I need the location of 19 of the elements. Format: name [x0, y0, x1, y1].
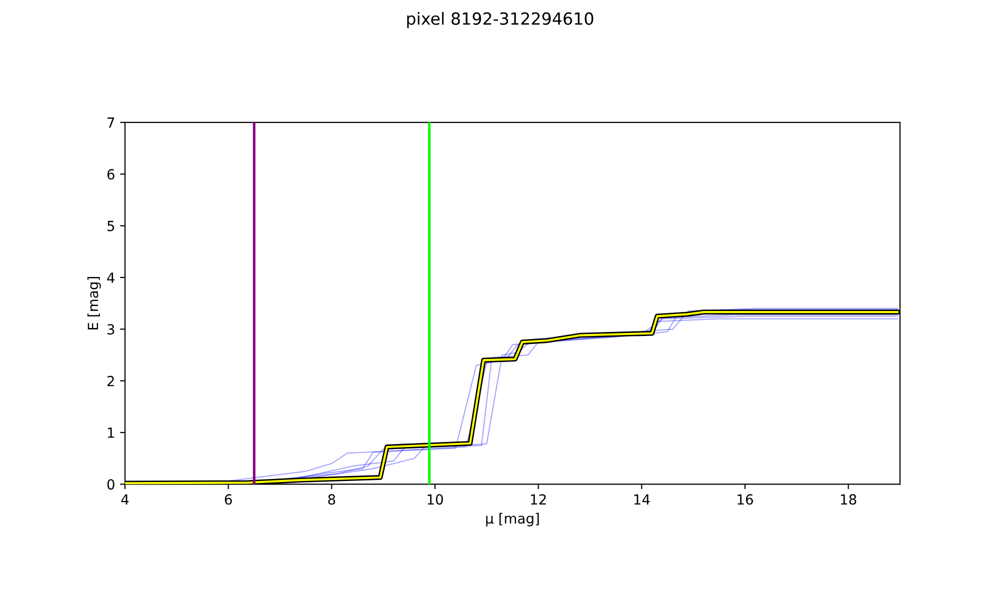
x-axis-title: μ [mag]	[486, 512, 539, 526]
y-tick-label: 3	[108, 324, 114, 335]
x-tick-label: 6	[224, 494, 232, 505]
y-tick-label: 2	[107, 376, 114, 386]
y-tick-label: 1	[108, 428, 114, 438]
y-axis-title: E [mag]	[87, 277, 101, 330]
x-tick-label: 4	[121, 494, 129, 504]
y-tick-label: 5	[108, 220, 114, 232]
x-tick-label: 12	[531, 494, 546, 504]
x-tick-label: 10	[428, 494, 443, 505]
x-tick-label: 16	[738, 494, 753, 505]
chart-title: pixel 8192-312294610	[407, 12, 594, 28]
x-tick-label: 14	[634, 494, 650, 504]
x-tick-label: 8	[328, 494, 336, 505]
y-tick-label: 6	[107, 169, 114, 180]
y-tick-label: 0	[107, 479, 114, 490]
y-tick-label: 7	[108, 118, 114, 128]
x-tick-label: 18	[841, 494, 856, 505]
y-tick-label: 4	[107, 272, 114, 283]
